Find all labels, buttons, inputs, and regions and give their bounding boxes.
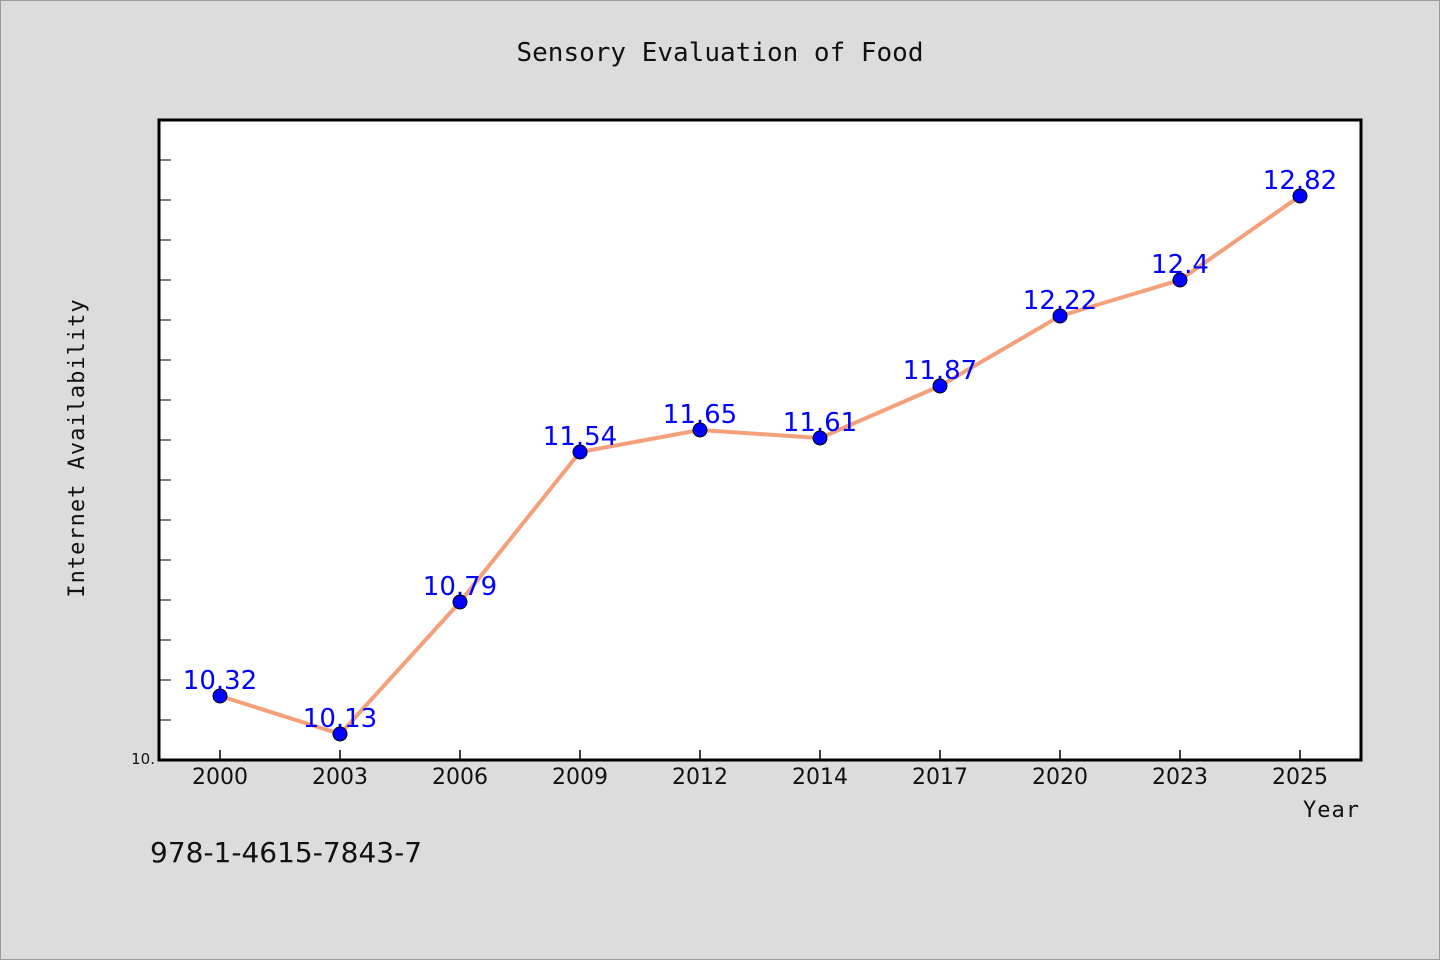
series-line xyxy=(218,194,1302,736)
data-point xyxy=(1052,308,1068,324)
x-tick-label: 2000 xyxy=(192,765,248,790)
data-label: 10.13 xyxy=(303,704,377,734)
y-axis-title: Internet Availability xyxy=(65,298,90,597)
data-point xyxy=(1172,272,1188,288)
x-axis-title: Year xyxy=(1303,798,1360,823)
data-label: 12.4 xyxy=(1151,250,1209,280)
x-tick-label: 2020 xyxy=(1032,765,1088,790)
data-label: 11.54 xyxy=(543,422,617,452)
y-tick-label: 10. xyxy=(131,750,155,768)
x-tick-label: 2014 xyxy=(792,765,848,790)
data-label: 12.22 xyxy=(1023,286,1097,316)
data-label: 11.65 xyxy=(663,400,737,430)
data-label: 11.87 xyxy=(903,356,977,386)
data-point xyxy=(572,444,588,460)
x-tick-label: 2003 xyxy=(312,765,368,790)
x-axis-ticks: 2000 2003 2006 2009 2012 2014 2017 2020 2023 2025 xyxy=(192,750,1328,790)
data-point xyxy=(332,726,348,742)
x-tick-label: 2009 xyxy=(552,765,608,790)
isbn-text: 978-1-4615-7843-7 xyxy=(150,836,422,869)
data-point xyxy=(212,688,228,704)
data-label: 10.32 xyxy=(183,666,257,696)
data-point xyxy=(1292,188,1308,204)
y-axis-ticks: 10. xyxy=(131,159,171,768)
x-tick-label: 2023 xyxy=(1152,765,1208,790)
x-tick-label: 2012 xyxy=(672,765,728,790)
x-tick-label: 2025 xyxy=(1272,765,1328,790)
data-point xyxy=(692,422,708,438)
data-point xyxy=(452,594,468,610)
data-label: 10.79 xyxy=(423,572,497,602)
data-point xyxy=(932,378,948,394)
data-label: 11.61 xyxy=(783,408,857,438)
x-tick-label: 2017 xyxy=(912,765,968,790)
data-point xyxy=(812,430,828,446)
series-layer: 10.32 10.13 10.79 11.54 11.65 11.61 11.87 12.22… xyxy=(183,166,1337,742)
chart-title: Sensory Evaluation of Food xyxy=(517,38,924,68)
data-label: 12.82 xyxy=(1263,166,1337,196)
plot-area xyxy=(157,118,1363,762)
x-tick-label: 2006 xyxy=(432,765,488,790)
